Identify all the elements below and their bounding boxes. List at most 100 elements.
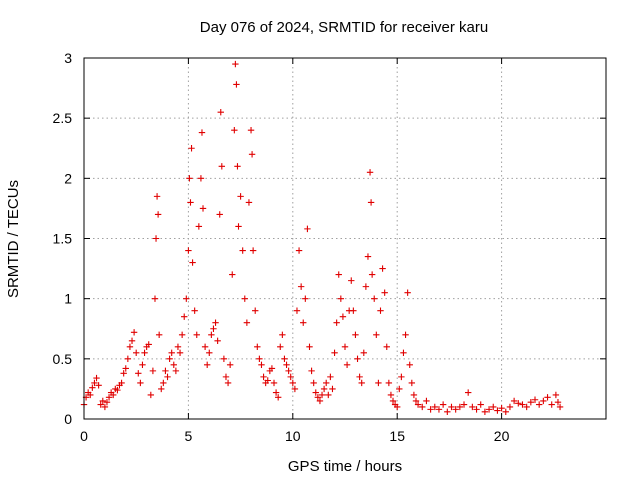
- data-point: [287, 373, 294, 381]
- data-point: [356, 373, 363, 381]
- data-point: [103, 398, 111, 406]
- data-point: [164, 373, 171, 381]
- data-point: [343, 361, 351, 369]
- data-point: [348, 277, 355, 284]
- data-point: [279, 331, 286, 338]
- data-point: [367, 199, 375, 206]
- data-point: [329, 385, 336, 393]
- y-tick-label: 0.5: [53, 351, 73, 367]
- data-point: [93, 374, 100, 382]
- data-point: [469, 403, 476, 411]
- data-point: [152, 235, 160, 242]
- data-point: [95, 382, 102, 389]
- data-point: [256, 355, 263, 363]
- x-axis-label: GPS time / hours: [288, 458, 402, 475]
- data-point: [297, 283, 305, 290]
- data-point: [91, 379, 98, 387]
- data-point: [510, 397, 518, 405]
- x-tick-label: 0: [80, 428, 88, 444]
- data-point: [224, 379, 232, 387]
- data-point: [554, 398, 562, 406]
- data-point: [114, 386, 121, 394]
- data-point: [337, 295, 345, 302]
- x-tick-label: 20: [494, 428, 510, 444]
- data-point: [226, 361, 234, 369]
- data-point: [222, 373, 230, 381]
- data-point: [210, 325, 217, 332]
- data-point: [394, 403, 401, 411]
- data-point: [302, 295, 309, 302]
- data-point: [485, 406, 493, 413]
- data-point: [385, 379, 393, 387]
- data-point: [444, 408, 451, 415]
- data-point: [254, 343, 261, 350]
- data-point: [174, 343, 182, 350]
- data-point: [181, 313, 188, 320]
- data-point: [135, 370, 142, 377]
- data-point: [206, 349, 213, 357]
- data-point: [231, 127, 238, 134]
- data-point: [283, 361, 290, 369]
- data-point: [412, 397, 420, 405]
- data-point: [199, 205, 207, 212]
- data-point: [360, 349, 367, 357]
- data-point: [89, 384, 96, 391]
- data-point: [335, 271, 342, 278]
- data-point: [396, 385, 403, 393]
- data-point: [162, 367, 169, 375]
- data-point: [291, 385, 299, 393]
- data-point: [464, 389, 472, 396]
- data-point: [124, 355, 132, 363]
- data-point: [147, 391, 155, 399]
- data-point: [398, 373, 405, 381]
- data-point: [339, 313, 347, 320]
- data-point: [506, 403, 514, 411]
- data-point: [101, 403, 109, 411]
- data-point: [229, 271, 236, 278]
- data-point: [249, 247, 257, 254]
- data-point: [237, 193, 244, 200]
- y-tick-label: 1.5: [53, 231, 73, 247]
- data-point: [531, 396, 539, 403]
- data-point: [189, 259, 196, 266]
- data-point: [185, 247, 192, 254]
- data-point: [439, 401, 447, 408]
- data-point: [197, 175, 205, 182]
- data-point: [168, 349, 175, 357]
- data-point: [535, 401, 543, 408]
- data-point: [325, 391, 332, 399]
- data-point: [366, 169, 374, 176]
- data-point: [252, 307, 259, 314]
- data-point: [515, 400, 522, 407]
- x-ticks: 0 5 10 15 20: [80, 58, 510, 444]
- data-point: [214, 337, 221, 344]
- data-point: [423, 397, 430, 405]
- data-point: [540, 397, 547, 405]
- data-point: [368, 271, 376, 278]
- data-point: [218, 163, 226, 170]
- data-point: [314, 394, 322, 401]
- data-point: [285, 367, 292, 375]
- data-point: [448, 403, 455, 411]
- data-point: [239, 247, 246, 254]
- data-point: [141, 349, 148, 357]
- data-point: [188, 145, 195, 152]
- x-tick-label: 5: [185, 428, 193, 444]
- data-point: [312, 389, 319, 396]
- data-point: [217, 108, 224, 116]
- data-point: [277, 343, 284, 350]
- data-point: [341, 343, 349, 350]
- data-point: [431, 403, 438, 411]
- data-point: [281, 355, 288, 363]
- data-point: [435, 406, 443, 413]
- data-point: [293, 307, 301, 314]
- data-point: [183, 295, 190, 302]
- chart-title: Day 076 of 2024, SRMTID for receiver kar…: [200, 19, 488, 36]
- data-point: [264, 377, 271, 384]
- data-point: [139, 361, 146, 369]
- y-ticks: 0 0.5 1 1.5 2 2.5 3: [53, 50, 606, 427]
- data-point: [548, 401, 555, 408]
- data-point: [502, 408, 509, 415]
- data-point: [352, 331, 359, 338]
- data-point: [198, 129, 206, 136]
